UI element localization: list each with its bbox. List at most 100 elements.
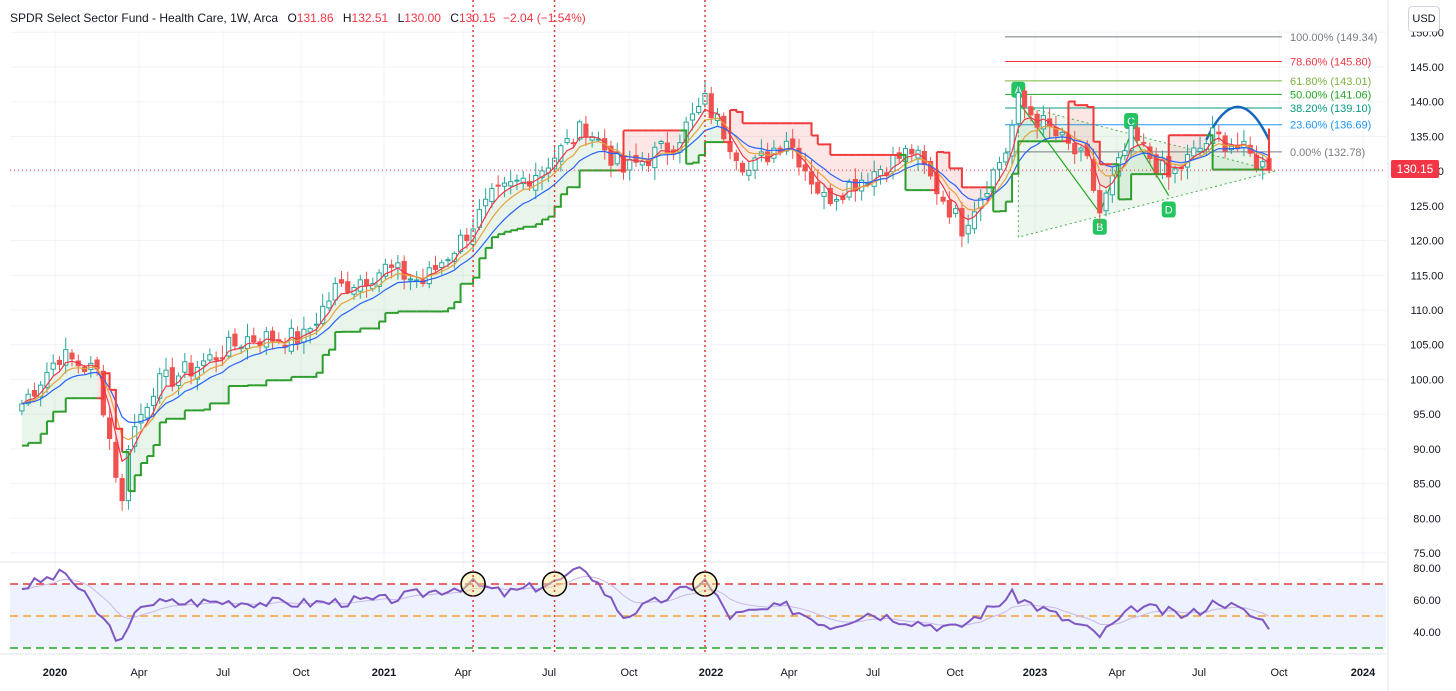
candle-body [320, 305, 326, 325]
candle-128 [821, 183, 827, 210]
time-tick-6: Jul [542, 667, 556, 679]
stop-step-147 [936, 150, 945, 153]
stop-fill-90 [579, 137, 586, 171]
candle-body [119, 478, 125, 502]
candle-body [213, 357, 219, 361]
stop-step-74 [479, 247, 487, 260]
rsi-tick-0: 40.00 [1413, 627, 1441, 639]
candle-body [1134, 127, 1140, 141]
candle-body [1009, 124, 1015, 157]
time-tick-15: Oct [1270, 667, 1287, 679]
stop-fill-84 [542, 173, 549, 220]
candle-49 [326, 292, 332, 311]
candle-body [445, 259, 451, 262]
candle-body [577, 121, 583, 140]
stop-fill-27 [184, 373, 192, 411]
candle-body [827, 187, 833, 205]
candle-body [401, 260, 407, 280]
open-value: 131.86 [296, 11, 334, 25]
stop-step-106 [679, 129, 688, 164]
candle-67 [439, 259, 445, 275]
candle-body [483, 198, 489, 207]
candle-2 [31, 382, 38, 399]
stop-fill-67 [435, 268, 442, 312]
stop-fill-86 [554, 158, 561, 207]
stop-fill-92 [592, 136, 599, 171]
candle-body [88, 362, 94, 370]
candle-body [790, 138, 796, 148]
stop-step-177 [1124, 174, 1133, 201]
pattern-badge-text: D [1165, 204, 1173, 216]
stop-fill-36 [241, 343, 248, 386]
candle-body [765, 151, 771, 163]
stop-step-3 [34, 433, 42, 444]
candle-body [407, 278, 414, 281]
candle-body [564, 138, 570, 144]
candle-body [389, 264, 395, 268]
candle-body [1122, 150, 1128, 157]
stop-fill-54 [354, 286, 361, 332]
price-tick-1: 80.00 [1413, 513, 1441, 525]
candle-body [514, 179, 520, 182]
candle-14 [107, 407, 113, 451]
candle-body [1103, 192, 1109, 212]
stop-fill-area [21, 101, 1269, 492]
stop-step-126 [805, 122, 813, 136]
candle-body [583, 123, 589, 138]
stop-fill-82 [529, 180, 536, 227]
stop-fill-68 [441, 265, 449, 312]
pattern-badge-text: B [1096, 222, 1103, 234]
candle-body [357, 279, 363, 292]
stop-step-30 [203, 403, 211, 411]
stop-step-49 [322, 349, 330, 356]
low-value: 130.00 [404, 11, 441, 25]
candle-184 [1172, 165, 1178, 184]
stop-step-199 [1262, 128, 1270, 171]
stop-step-14 [103, 372, 111, 390]
candle-body [332, 282, 338, 301]
candle-body [1078, 147, 1084, 151]
stop-fill-109 [698, 109, 705, 156]
grid [0, 30, 1386, 650]
candle-body [1216, 131, 1222, 135]
candle-body [996, 162, 1003, 170]
vertical-markers [472, 0, 706, 652]
stop-fill-56 [366, 285, 373, 329]
stop-step-75 [485, 237, 493, 249]
stop-step-115 [736, 110, 744, 124]
candle-body [1090, 159, 1097, 191]
price-tick-0: 75.00 [1413, 548, 1441, 560]
stop-step-22 [153, 422, 161, 446]
price-tick-12: 135.00 [1410, 131, 1444, 143]
candle-body [226, 336, 232, 357]
stop-fill-77 [498, 191, 505, 235]
candle-body [608, 145, 614, 166]
candle-body [840, 195, 846, 201]
stop-step-171 [1087, 106, 1095, 142]
stop-fill-51 [335, 293, 342, 333]
stop-step-83 [535, 219, 544, 226]
stop-fill-47 [310, 329, 317, 377]
symbol-title[interactable]: SPDR Select Sector Fund - Health Care, 1… [10, 11, 279, 25]
stop-fill-42 [278, 340, 286, 381]
currency-button[interactable]: USD [1408, 6, 1440, 32]
price-tick-2: 85.00 [1413, 479, 1441, 491]
candle-159 [1015, 82, 1021, 134]
candle-107 [689, 102, 696, 131]
price-tick-6: 105.00 [1410, 340, 1444, 352]
candle-168 [1072, 130, 1078, 164]
candle-22 [157, 367, 163, 404]
stop-step-5 [46, 411, 55, 423]
stop-fill-117 [748, 123, 756, 162]
candle-52 [345, 271, 351, 295]
candle-body [1015, 92, 1021, 124]
candle-body [971, 211, 978, 230]
stop-fill-75 [485, 205, 492, 248]
candle-body [702, 93, 708, 105]
candle-body [658, 141, 664, 145]
stop-fill-118 [755, 123, 762, 161]
candle-body [946, 200, 952, 218]
candle-4 [44, 362, 50, 393]
candle-178 [1134, 122, 1140, 147]
